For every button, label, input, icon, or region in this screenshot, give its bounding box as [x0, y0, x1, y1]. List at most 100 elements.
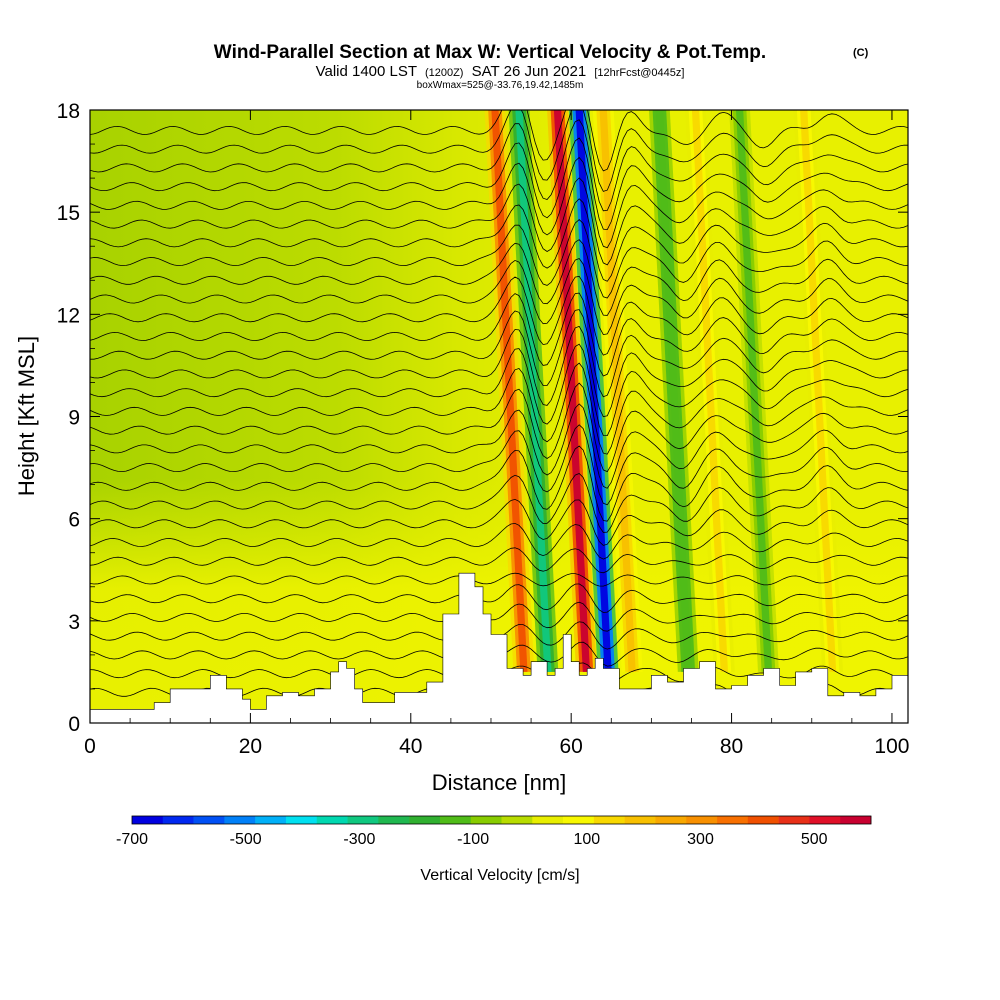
colorbar-swatch — [224, 816, 256, 824]
colorbar-swatch — [532, 816, 564, 824]
velocity-band-4-2 — [599, 110, 636, 672]
colorbar-swatch — [347, 816, 379, 824]
colorbar-swatch — [316, 816, 348, 824]
colorbar-swatch — [255, 816, 287, 824]
theta-contour — [90, 239, 908, 316]
colorbar-label: Vertical Velocity [cm/s] — [420, 867, 579, 884]
y-axis-label: Height [Kft MSL] — [14, 336, 39, 496]
theta-contour — [90, 258, 908, 336]
velocity-band-6-2 — [691, 110, 728, 672]
theta-contour — [90, 473, 908, 533]
subtitle-date: SAT 26 Jun 2021 — [472, 63, 587, 80]
theta-contour — [90, 198, 908, 282]
colorbar-swatch — [285, 816, 318, 824]
velocity-band-5-2 — [655, 110, 692, 672]
velocity-band-0-2 — [491, 110, 528, 672]
chart-subtitle-box: boxWmax=525@-33.76,19.42,1485m — [417, 80, 584, 91]
colorbar-tick-label: -500 — [230, 831, 262, 848]
theta-contour — [90, 445, 908, 522]
subtitle-utc: (1200Z) — [425, 67, 464, 79]
x-tick-label: 40 — [399, 735, 422, 758]
theta-contour — [90, 275, 908, 356]
chart-title-mark: (C) — [853, 47, 869, 59]
y-tick-label: 15 — [57, 202, 80, 225]
x-tick-label: 60 — [559, 735, 582, 758]
theta-contour — [90, 498, 908, 546]
colorbar-tick-label: -700 — [116, 831, 148, 848]
theta-contour — [90, 137, 908, 231]
colorbar-tick-label: -300 — [343, 831, 375, 848]
colorbar-swatch — [593, 816, 625, 824]
plot-area — [90, 110, 908, 723]
colorbar-swatch — [747, 816, 779, 824]
x-axis-label: Distance [nm] — [432, 770, 567, 795]
colorbar-frame — [131, 815, 872, 825]
theta-contour — [90, 572, 908, 587]
x-axis: 0 20 40 60 80 100 — [84, 110, 909, 758]
velocity-band-7-2 — [736, 110, 773, 672]
colorbar-ticks: -700 -500 -300 -100 100 300 500 — [116, 831, 828, 848]
subtitle-forecast: [12hrFcst@0445z] — [594, 67, 684, 79]
colorbar-tick-label: 300 — [687, 831, 714, 848]
colorbar-swatch — [686, 816, 718, 824]
theta-contour — [90, 424, 908, 506]
velocity-band-2-2 — [553, 110, 590, 672]
colorbar-swatch — [378, 816, 410, 824]
colorbar-swatch — [563, 816, 595, 824]
y-axis: 0 3 6 9 12 15 18 — [57, 100, 908, 736]
theta-contour — [90, 601, 908, 632]
y-tick-label: 3 — [68, 611, 80, 634]
colorbar-swatch — [778, 816, 810, 824]
chart-subtitle: Valid 1400 LST (1200Z) SAT 26 Jun 2021 [… — [316, 63, 685, 80]
colorbar-swatch — [193, 816, 225, 824]
theta-contour — [90, 583, 908, 613]
colorbar-swatch — [501, 816, 533, 824]
velocity-bands — [484, 110, 843, 672]
theta-contour — [90, 382, 908, 473]
theta-contour — [90, 156, 908, 249]
theta-contours — [90, 110, 908, 702]
colorbar — [131, 815, 872, 825]
colorbar-swatch — [162, 816, 194, 824]
theta-contour — [90, 110, 908, 172]
terrain — [90, 572, 908, 723]
theta-contour — [90, 343, 908, 437]
theta-contour — [90, 522, 908, 560]
colorbar-swatch — [655, 816, 687, 824]
velocity-band-1-2 — [515, 110, 552, 672]
x-tick-label: 80 — [720, 735, 743, 758]
chart-title: Wind-Parallel Section at Max W: Vertical… — [214, 42, 766, 63]
y-tick-label: 0 — [68, 713, 80, 736]
theta-contour — [90, 547, 908, 574]
subtitle-valid: Valid 1400 LST — [316, 63, 417, 80]
x-tick-label: 20 — [239, 735, 262, 758]
velocity-band-8-2 — [800, 110, 837, 672]
y-tick-label: 6 — [68, 509, 80, 532]
theta-contour — [90, 403, 908, 489]
theta-contour — [90, 362, 908, 455]
theta-contour — [90, 325, 908, 418]
theta-contour — [90, 177, 908, 266]
theta-contour — [90, 110, 908, 192]
colorbar-tick-label: 100 — [573, 831, 600, 848]
x-tick-label: 100 — [874, 735, 909, 758]
colorbar-swatch — [717, 816, 749, 824]
y-tick-label: 12 — [57, 304, 80, 327]
colorbar-swatch — [809, 816, 841, 824]
theta-contour — [90, 219, 908, 299]
colorbar-tick-label: -100 — [457, 831, 489, 848]
x-tick-label: 0 — [84, 735, 96, 758]
colorbar-tick-label: 500 — [801, 831, 828, 848]
theta-contour — [90, 292, 908, 377]
theta-contour — [90, 119, 908, 212]
colorbar-swatch — [624, 816, 656, 824]
colorbar-swatch — [439, 816, 472, 824]
colorbar-swatch — [470, 816, 502, 824]
colorbar-swatch — [840, 816, 872, 824]
theta-contour — [90, 309, 908, 398]
y-tick-label: 18 — [57, 100, 80, 123]
y-tick-label: 9 — [68, 407, 80, 430]
colorbar-swatch — [409, 816, 441, 824]
colorbar-swatch — [132, 816, 164, 824]
